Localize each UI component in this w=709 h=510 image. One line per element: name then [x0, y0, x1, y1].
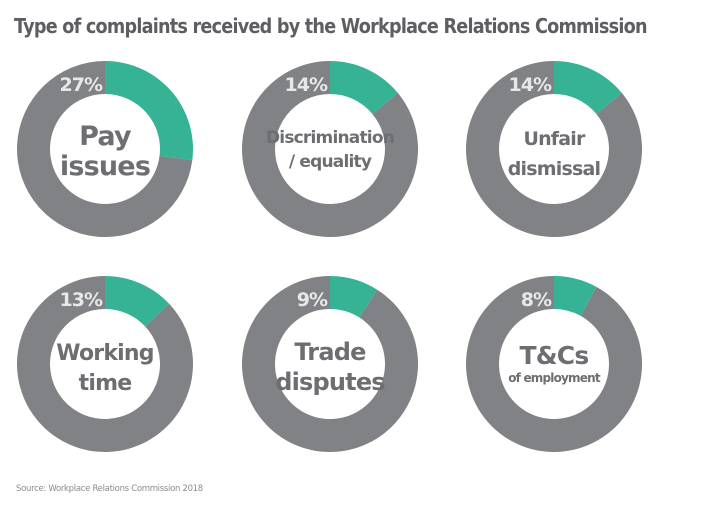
category-label-line2: of employment	[508, 371, 601, 385]
remainder-segment	[16, 61, 193, 237]
category-label-line2: / equality	[289, 152, 372, 172]
remainder-segment	[17, 276, 194, 453]
category-label-line2: time	[79, 371, 132, 396]
chart-title: Type of complaints received by the Workp…	[14, 14, 648, 38]
remainder-segment	[466, 276, 642, 452]
donut-discrimination-equality: 14% Discrimination / equality	[242, 61, 418, 237]
category-label-line1: Pay	[79, 121, 132, 152]
percent-label: 14%	[509, 74, 552, 96]
source-note: Source: Workplace Relations Commission 2…	[16, 484, 203, 494]
category-label-line1: T&Cs	[520, 341, 589, 370]
remainder-segment	[242, 61, 418, 237]
value-segment	[105, 61, 194, 161]
percent-label: 9%	[297, 289, 328, 311]
category-label-line2: issues	[60, 151, 150, 182]
donut-working-time: 13% Working time	[17, 276, 194, 453]
category-label-line2: disputes	[275, 368, 385, 396]
category-label-line1: Working	[56, 341, 153, 366]
category-label-line1: Trade	[294, 338, 366, 366]
remainder-segment	[466, 61, 643, 238]
value-segment	[554, 276, 597, 316]
category-label-line2: dismissal	[508, 158, 601, 180]
percent-label: 27%	[60, 74, 103, 96]
value-segment	[330, 276, 378, 318]
percent-label: 14%	[285, 74, 328, 96]
value-segment	[330, 61, 398, 114]
category-label-line1: Unfair	[523, 128, 586, 150]
percent-label: 13%	[60, 289, 103, 311]
percent-label: 8%	[521, 289, 552, 311]
donut-unfair-dismissal: 14% Unfair dismissal	[466, 61, 643, 238]
value-segment	[105, 276, 170, 327]
remainder-segment	[242, 276, 418, 453]
value-segment	[554, 61, 622, 114]
category-label-line1: Discrimination	[266, 128, 394, 148]
